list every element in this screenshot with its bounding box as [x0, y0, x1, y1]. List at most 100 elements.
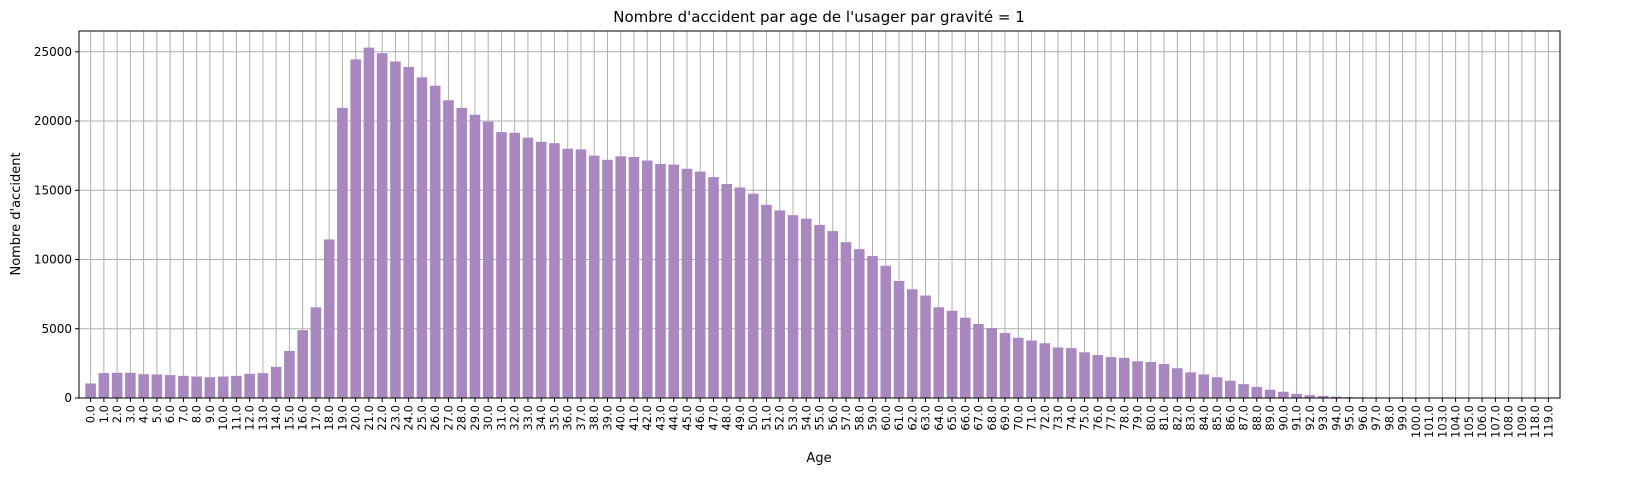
bar — [337, 107, 348, 399]
x-tick-label: 63.0 — [919, 405, 933, 431]
bar — [191, 376, 202, 398]
x-tick-label: 42.0 — [640, 405, 654, 431]
bar — [151, 374, 163, 398]
bar — [761, 204, 772, 398]
x-tick-label: 4.0 — [137, 405, 151, 423]
bar — [853, 249, 865, 398]
y-axis: 0 5000 10000 15000 20000 25000 — [34, 45, 79, 405]
x-tick-label: 12.0 — [243, 405, 257, 431]
x-tick-label: 84.0 — [1197, 405, 1211, 431]
x-tick-label: 32.0 — [508, 405, 522, 431]
chart-title: Nombre d'accident par age de l'usager pa… — [613, 8, 1024, 26]
bar — [1331, 396, 1342, 398]
bar — [588, 155, 600, 398]
x-tick-label: 118.0 — [1528, 405, 1542, 438]
x-tick-label: 10.0 — [216, 405, 230, 431]
x-tick-label: 1.0 — [97, 405, 111, 423]
x-tick-label: 44.0 — [667, 405, 681, 431]
bar — [270, 366, 282, 398]
bar — [284, 350, 295, 398]
x-tick-label: 46.0 — [693, 405, 707, 431]
x-tick-label: 69.0 — [998, 405, 1012, 431]
bar — [138, 374, 149, 398]
x-tick-label: 96.0 — [1356, 405, 1370, 431]
bar — [363, 47, 375, 399]
x-tick-label: 30.0 — [481, 405, 495, 431]
x-tick-label: 82.0 — [1170, 405, 1184, 431]
bar — [641, 160, 653, 398]
bar — [1278, 391, 1289, 398]
bar — [456, 107, 467, 399]
bar — [111, 372, 123, 398]
x-tick-label: 34.0 — [534, 405, 548, 431]
bar — [1026, 340, 1037, 398]
x-tick-label: 106.0 — [1475, 405, 1489, 438]
x-tick-label: 67.0 — [972, 405, 986, 431]
x-tick-label: 19.0 — [335, 405, 349, 431]
x-tick-label: 24.0 — [402, 405, 416, 431]
bar — [1264, 389, 1276, 398]
bar — [482, 121, 494, 399]
y-tick-label: 0 — [64, 391, 72, 405]
bar — [893, 280, 905, 398]
x-tick-label: 75.0 — [1078, 405, 1092, 431]
x-tick-label: 105.0 — [1462, 405, 1476, 438]
x-tick-label: 101.0 — [1422, 405, 1436, 438]
bar — [694, 171, 706, 398]
bar — [1317, 395, 1329, 398]
bar — [403, 67, 414, 398]
x-tick-label: 0.0 — [84, 405, 98, 423]
x-tick-label: 53.0 — [786, 405, 800, 431]
x-tick-label: 2.0 — [110, 405, 124, 423]
x-tick-label: 11.0 — [229, 405, 243, 431]
x-tick-label: 28.0 — [455, 405, 469, 431]
x-tick-label: 74.0 — [1064, 405, 1078, 431]
bar — [297, 330, 308, 398]
x-tick-label: 76.0 — [1091, 405, 1105, 431]
bar — [747, 193, 759, 398]
bar — [628, 157, 640, 398]
bar — [827, 231, 839, 398]
bar — [1172, 368, 1183, 398]
bar — [920, 295, 931, 398]
bar — [1065, 348, 1077, 398]
x-tick-label: 81.0 — [1157, 405, 1171, 431]
bar — [734, 187, 746, 398]
x-tick-label: 92.0 — [1303, 405, 1317, 431]
x-tick-label: 9.0 — [203, 405, 217, 423]
x-tick-label: 109.0 — [1515, 405, 1529, 438]
x-tick-label: 56.0 — [826, 405, 840, 431]
bar — [1052, 347, 1064, 398]
x-tick-label: 85.0 — [1210, 405, 1224, 431]
x-tick-label: 98.0 — [1382, 405, 1396, 431]
x-tick-label: 26.0 — [428, 405, 442, 431]
x-tick-label: 13.0 — [256, 405, 270, 431]
x-tick-label: 72.0 — [1038, 405, 1052, 431]
x-tick-label: 16.0 — [296, 405, 310, 431]
bar — [85, 383, 96, 398]
x-tick-label: 33.0 — [521, 405, 535, 431]
x-tick-label: 86.0 — [1223, 405, 1237, 431]
x-tick-label: 22.0 — [375, 405, 389, 431]
x-tick-label: 54.0 — [799, 405, 813, 431]
x-tick-label: 45.0 — [680, 405, 694, 431]
x-tick-label: 77.0 — [1104, 405, 1118, 431]
bar — [800, 218, 812, 398]
x-tick-label: 41.0 — [627, 405, 641, 431]
x-tick-label: 38.0 — [587, 405, 601, 431]
x-tick-label: 43.0 — [653, 405, 667, 431]
x-tick-label: 47.0 — [706, 405, 720, 431]
x-tick-label: 36.0 — [561, 405, 575, 431]
x-tick-label: 99.0 — [1396, 405, 1410, 431]
bar — [946, 310, 958, 398]
x-tick-label: 68.0 — [985, 405, 999, 431]
x-tick-label: 50.0 — [746, 405, 760, 431]
x-tick-label: 17.0 — [309, 405, 323, 431]
bar — [655, 163, 666, 398]
x-tick-label: 61.0 — [892, 405, 906, 431]
x-axis: 0.0 1.0 2.0 3.0 4.0 5.0 6.0 7.0 8.0 9.0 10.0 11.0 12… — [84, 398, 1555, 438]
x-tick-label: 90.0 — [1276, 405, 1290, 431]
bar-series — [85, 47, 1554, 399]
x-tick-label: 37.0 — [574, 405, 588, 431]
